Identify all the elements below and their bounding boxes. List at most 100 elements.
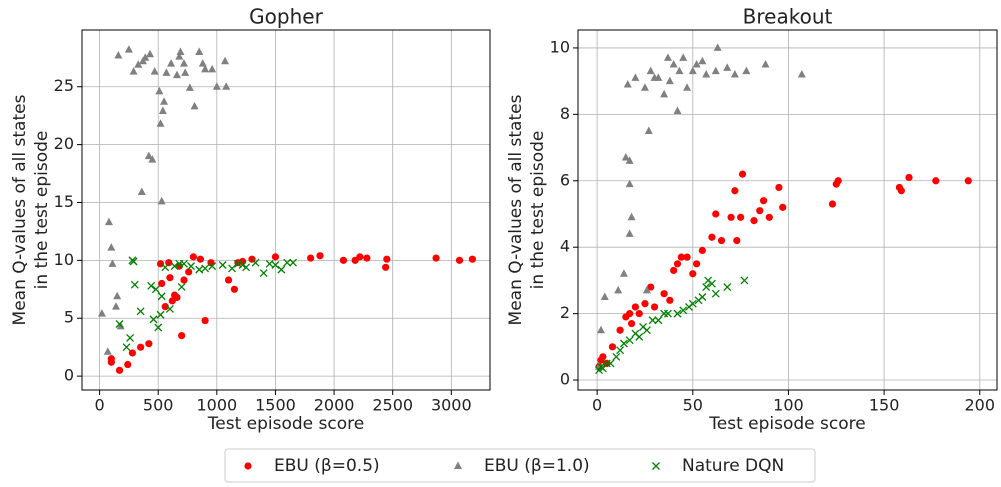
point [660, 89, 669, 98]
legend-box [224, 448, 816, 483]
point [673, 309, 682, 318]
point [259, 269, 268, 278]
point [134, 60, 143, 68]
point [165, 305, 174, 313]
point-stroke [115, 320, 124, 328]
point [761, 60, 770, 68]
point [363, 254, 371, 262]
point [693, 260, 701, 268]
point [128, 349, 137, 357]
point [173, 293, 181, 301]
point [731, 187, 739, 195]
x-axis-label: Test episode score [708, 414, 865, 434]
point [115, 320, 124, 328]
point [207, 259, 215, 267]
point [642, 285, 651, 294]
x-tick-label: 0 [592, 396, 602, 415]
point [644, 126, 653, 134]
point [196, 255, 205, 263]
point [187, 262, 195, 271]
point [218, 261, 227, 269]
point-stroke [218, 261, 227, 269]
point [455, 256, 464, 264]
point [432, 254, 440, 262]
point-stroke [688, 299, 697, 308]
point [828, 200, 837, 208]
point [641, 300, 649, 308]
point [170, 262, 179, 271]
point [625, 156, 634, 164]
point [797, 70, 806, 78]
point [144, 151, 153, 160]
x-tick-label: 150 [869, 396, 900, 415]
point [625, 336, 634, 345]
point [161, 303, 169, 311]
point [932, 177, 940, 185]
point [663, 53, 672, 61]
point [201, 316, 209, 325]
point [158, 279, 166, 288]
point-stroke [126, 333, 135, 342]
point [178, 331, 186, 340]
point-stroke [702, 283, 711, 292]
point [115, 366, 124, 374]
point [738, 170, 747, 178]
point [717, 236, 726, 245]
point [166, 274, 174, 282]
point [181, 68, 190, 76]
point [608, 343, 617, 351]
point [625, 179, 634, 188]
point [154, 323, 163, 332]
point [654, 73, 663, 81]
point [698, 56, 707, 65]
point-stroke [136, 307, 145, 316]
point [112, 302, 120, 310]
point [339, 256, 348, 264]
point [627, 319, 636, 328]
point-stroke [238, 261, 247, 269]
y-tick-label: 20 [54, 134, 74, 153]
point [621, 153, 630, 161]
point [198, 59, 207, 67]
point [673, 260, 682, 268]
point [652, 462, 660, 470]
point [660, 290, 668, 298]
point [151, 285, 160, 294]
point [737, 213, 745, 221]
point [666, 296, 674, 304]
point [97, 309, 106, 317]
point-stroke [165, 305, 174, 313]
point [775, 183, 783, 192]
point [242, 263, 251, 272]
point [733, 236, 741, 245]
point-stroke [122, 343, 131, 352]
point [730, 70, 739, 78]
point [669, 60, 678, 68]
point-stroke [154, 323, 163, 332]
point [175, 52, 184, 60]
point [283, 258, 292, 267]
point [177, 283, 186, 291]
point-stroke [170, 262, 179, 271]
y-tick-label: 0 [560, 370, 570, 389]
point [103, 347, 112, 355]
point [619, 339, 628, 348]
point [765, 213, 773, 221]
point-stroke [648, 316, 657, 325]
y-axis-label: Mean Q-values of all states [506, 94, 526, 325]
point [723, 63, 732, 71]
point-stroke [177, 283, 186, 291]
point [382, 263, 390, 271]
point [145, 340, 153, 348]
point [122, 343, 131, 352]
point [619, 269, 628, 277]
legend-label: EBU (β=1.0) [484, 456, 590, 476]
point [599, 353, 607, 361]
point [383, 255, 391, 263]
point [698, 246, 706, 255]
point [647, 283, 655, 291]
point-stroke [242, 263, 251, 272]
point [230, 285, 239, 293]
point-stroke [265, 259, 274, 268]
